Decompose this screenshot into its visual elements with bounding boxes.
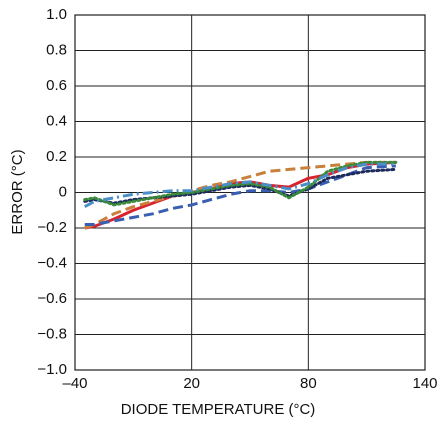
- y-tick-label: 1.0: [46, 6, 67, 23]
- y-tick-label: 0: [59, 183, 67, 200]
- series-line: [84, 162, 396, 209]
- y-tick-label: 0.4: [46, 112, 67, 129]
- series-line: [84, 164, 396, 226]
- y-tick-label: 0.2: [46, 148, 67, 165]
- y-tick-label: −1.0: [37, 361, 67, 378]
- x-tick-label: –40: [62, 375, 87, 392]
- y-tick-label: −0.8: [37, 325, 67, 342]
- x-tick-label: 20: [183, 375, 200, 392]
- y-tick-label: −0.4: [37, 254, 67, 271]
- y-tick-label: −0.6: [37, 290, 67, 307]
- x-axis-label: DIODE TEMPERATURE (°C): [121, 401, 316, 418]
- y-tick-label: 0.8: [46, 41, 67, 58]
- x-tick-label: 80: [300, 375, 317, 392]
- series-line: [83, 160, 398, 207]
- x-tick-label: 140: [412, 375, 437, 392]
- y-axis-label: ERROR (°C): [9, 149, 26, 234]
- series-line: [83, 167, 398, 205]
- y-tick-label: 0.6: [46, 77, 67, 94]
- y-tick-label: −0.2: [37, 219, 67, 236]
- series-line: [84, 160, 396, 230]
